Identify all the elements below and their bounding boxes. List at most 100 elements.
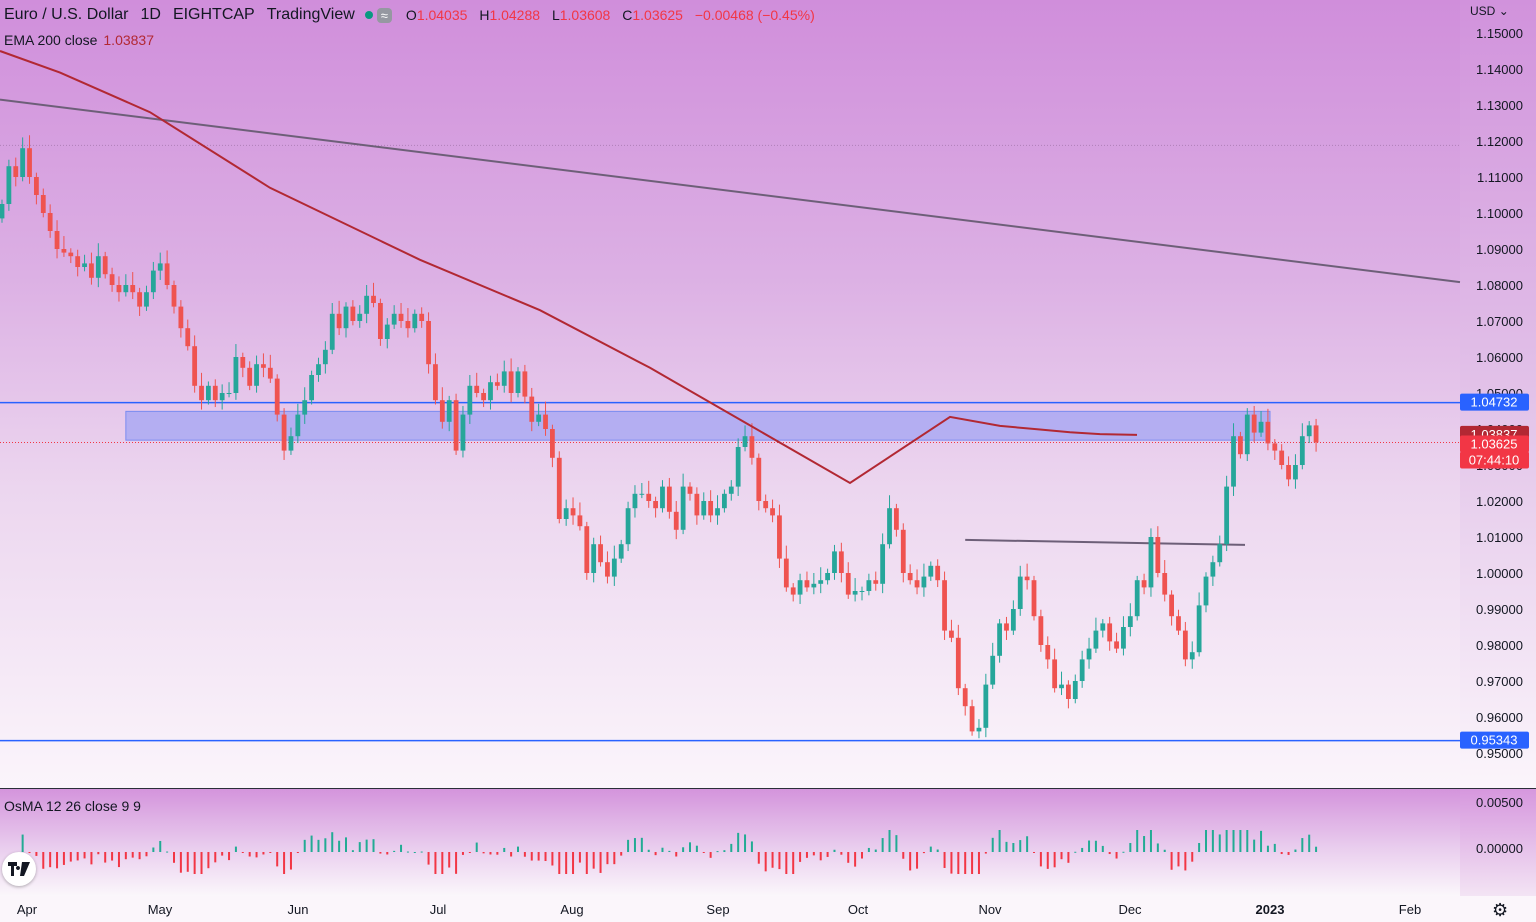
candle-body[interactable] — [1052, 659, 1058, 689]
candle-body[interactable] — [6, 166, 12, 204]
candle-body[interactable] — [646, 493, 652, 501]
candle-body[interactable] — [1038, 616, 1044, 645]
candle-body[interactable] — [439, 400, 445, 422]
candle-body[interactable] — [95, 256, 101, 278]
candle-body[interactable] — [309, 375, 314, 401]
candle-body[interactable] — [1210, 562, 1216, 577]
time-axis[interactable] — [0, 896, 1536, 922]
candle-body[interactable] — [40, 195, 46, 213]
candle-body[interactable] — [921, 576, 927, 588]
candle-body[interactable] — [219, 393, 225, 401]
candle-body[interactable] — [322, 349, 328, 365]
candle-body[interactable] — [419, 313, 425, 321]
price-tag[interactable] — [1460, 393, 1529, 411]
candle-body[interactable] — [185, 328, 191, 347]
candle-body[interactable] — [82, 263, 87, 267]
candle-body[interactable] — [1059, 684, 1064, 689]
candle-body[interactable] — [233, 357, 239, 393]
oscillator-axis[interactable] — [1460, 789, 1536, 896]
candle-body[interactable] — [1031, 580, 1037, 617]
candle-body[interactable] — [1162, 573, 1168, 595]
candle-body[interactable] — [501, 371, 507, 386]
candle-body[interactable] — [316, 364, 321, 375]
pane-separator[interactable] — [0, 788, 1536, 789]
candle-body[interactable] — [1251, 414, 1257, 433]
candle-body[interactable] — [832, 551, 837, 573]
candle-body[interactable] — [47, 213, 53, 231]
candle-body[interactable] — [378, 303, 383, 339]
candle-body[interactable] — [969, 706, 975, 732]
symbol-header[interactable]: Euro / U.S. Dollar 1D EIGHTCAP TradingVi… — [4, 6, 823, 24]
candle-body[interactable] — [1024, 576, 1030, 581]
candle-body[interactable] — [274, 378, 280, 415]
candle-body[interactable] — [1010, 609, 1016, 631]
candle-body[interactable] — [694, 493, 700, 516]
candle-body[interactable] — [1306, 425, 1312, 437]
candle-body[interactable] — [914, 580, 920, 588]
candle-body[interactable] — [550, 429, 555, 458]
candle-body[interactable] — [1045, 645, 1051, 660]
candle-body[interactable] — [1169, 594, 1174, 617]
candle-body[interactable] — [1293, 465, 1298, 480]
candle-body[interactable] — [653, 501, 658, 509]
candle-body[interactable] — [880, 544, 886, 584]
candle-body[interactable] — [357, 313, 363, 321]
candle-body[interactable] — [460, 414, 466, 451]
candle-body[interactable] — [1066, 684, 1071, 699]
candle-body[interactable] — [494, 382, 500, 386]
candle-body[interactable] — [364, 295, 370, 314]
candle-body[interactable] — [240, 357, 246, 368]
candle-body[interactable] — [1217, 544, 1223, 563]
wave-icon[interactable]: ≈ — [376, 7, 392, 23]
candle-body[interactable] — [405, 321, 411, 329]
candle-body[interactable] — [391, 313, 397, 325]
candle-body[interactable] — [666, 486, 672, 512]
candle-body[interactable] — [1127, 616, 1133, 627]
candle-body[interactable] — [845, 573, 851, 595]
candle-body[interactable] — [928, 565, 934, 577]
candle-body[interactable] — [742, 436, 748, 447]
candle-body[interactable] — [247, 367, 253, 386]
candle-body[interactable] — [329, 313, 335, 350]
candle-body[interactable] — [756, 457, 762, 501]
candle-body[interactable] — [866, 580, 872, 591]
candle-body[interactable] — [701, 501, 707, 516]
candle-body[interactable] — [467, 385, 473, 415]
candle-body[interactable] — [1313, 425, 1319, 443]
candle-body[interactable] — [660, 486, 665, 509]
candle-body[interactable] — [1134, 580, 1140, 617]
candle-body[interactable] — [1176, 616, 1181, 631]
candle-body[interactable] — [618, 544, 624, 559]
candle-body[interactable] — [474, 385, 480, 393]
candle-body[interactable] — [859, 591, 865, 592]
candle-body[interactable] — [1107, 623, 1113, 642]
candle-body[interactable] — [673, 511, 679, 530]
candle-body[interactable] — [990, 655, 996, 685]
candle-body[interactable] — [625, 508, 631, 545]
candle-body[interactable] — [1141, 580, 1147, 588]
candle-body[interactable] — [426, 321, 431, 365]
candle-body[interactable] — [722, 493, 727, 509]
currency-selector[interactable]: USD ⌄ — [1470, 4, 1509, 18]
candle-body[interactable] — [1155, 537, 1161, 573]
candle-body[interactable] — [109, 274, 115, 285]
candle-body[interactable] — [1238, 436, 1243, 455]
candle-body[interactable] — [1286, 465, 1291, 480]
candle-body[interactable] — [949, 630, 954, 638]
candle-body[interactable] — [1004, 623, 1009, 631]
candle-body[interactable] — [1100, 623, 1106, 631]
candle-body[interactable] — [955, 637, 961, 689]
candle-body[interactable] — [453, 400, 459, 451]
candle-body[interactable] — [605, 562, 610, 577]
candle-body[interactable] — [728, 486, 734, 494]
candle-body[interactable] — [336, 313, 342, 329]
candle-body[interactable] — [556, 457, 562, 519]
candle-body[interactable] — [735, 447, 741, 487]
candle-body[interactable] — [777, 515, 782, 559]
candle-body[interactable] — [715, 508, 720, 516]
ema-200-line[interactable] — [0, 50, 1138, 485]
trend-line[interactable] — [0, 98, 1461, 284]
candle-body[interactable] — [825, 573, 830, 581]
candle-body[interactable] — [900, 529, 906, 573]
candle-body[interactable] — [1279, 450, 1285, 465]
